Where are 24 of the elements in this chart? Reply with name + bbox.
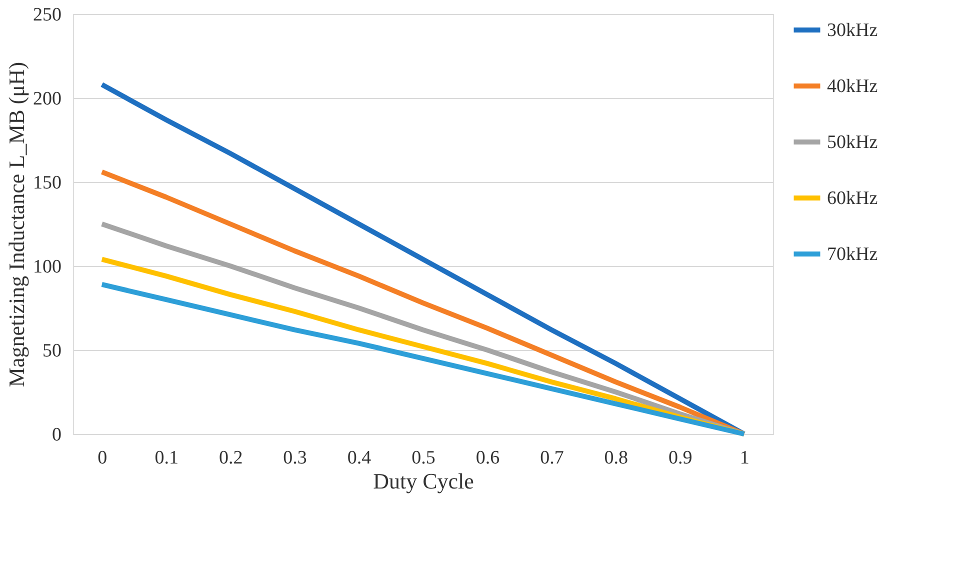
x-axis-title: Duty Cycle (373, 468, 474, 494)
legend-label: 60kHz (827, 188, 878, 209)
x-tick-label: 0.9 (668, 448, 692, 468)
x-tick-label: 0.1 (154, 448, 178, 468)
y-tick-label: 0 (52, 424, 62, 446)
legend-label: 50kHz (827, 132, 878, 153)
x-tick-label: 0 (98, 448, 108, 468)
x-tick-label: 0.5 (412, 448, 436, 468)
x-tick-label: 0.6 (476, 448, 500, 468)
x-tick-label: 0.3 (283, 448, 307, 468)
x-tick-label: 0.7 (540, 448, 564, 468)
x-tick-label: 0.8 (604, 448, 628, 468)
y-tick-label: 50 (42, 340, 62, 362)
legend-label: 40kHz (827, 76, 878, 97)
x-tick-label: 1 (740, 448, 750, 468)
y-tick-label: 100 (33, 256, 62, 278)
x-tick-label: 0.2 (218, 448, 243, 468)
legend-label: 70kHz (827, 244, 878, 265)
legend-label: 30kHz (827, 20, 878, 41)
y-tick-label: 150 (33, 172, 62, 194)
x-tick-label: 0.4 (347, 448, 372, 468)
y-tick-label: 200 (33, 88, 62, 110)
y-axis-title: Magnetizing Inductance L_MB (μH) (4, 62, 29, 388)
y-tick-label: 250 (33, 4, 62, 26)
